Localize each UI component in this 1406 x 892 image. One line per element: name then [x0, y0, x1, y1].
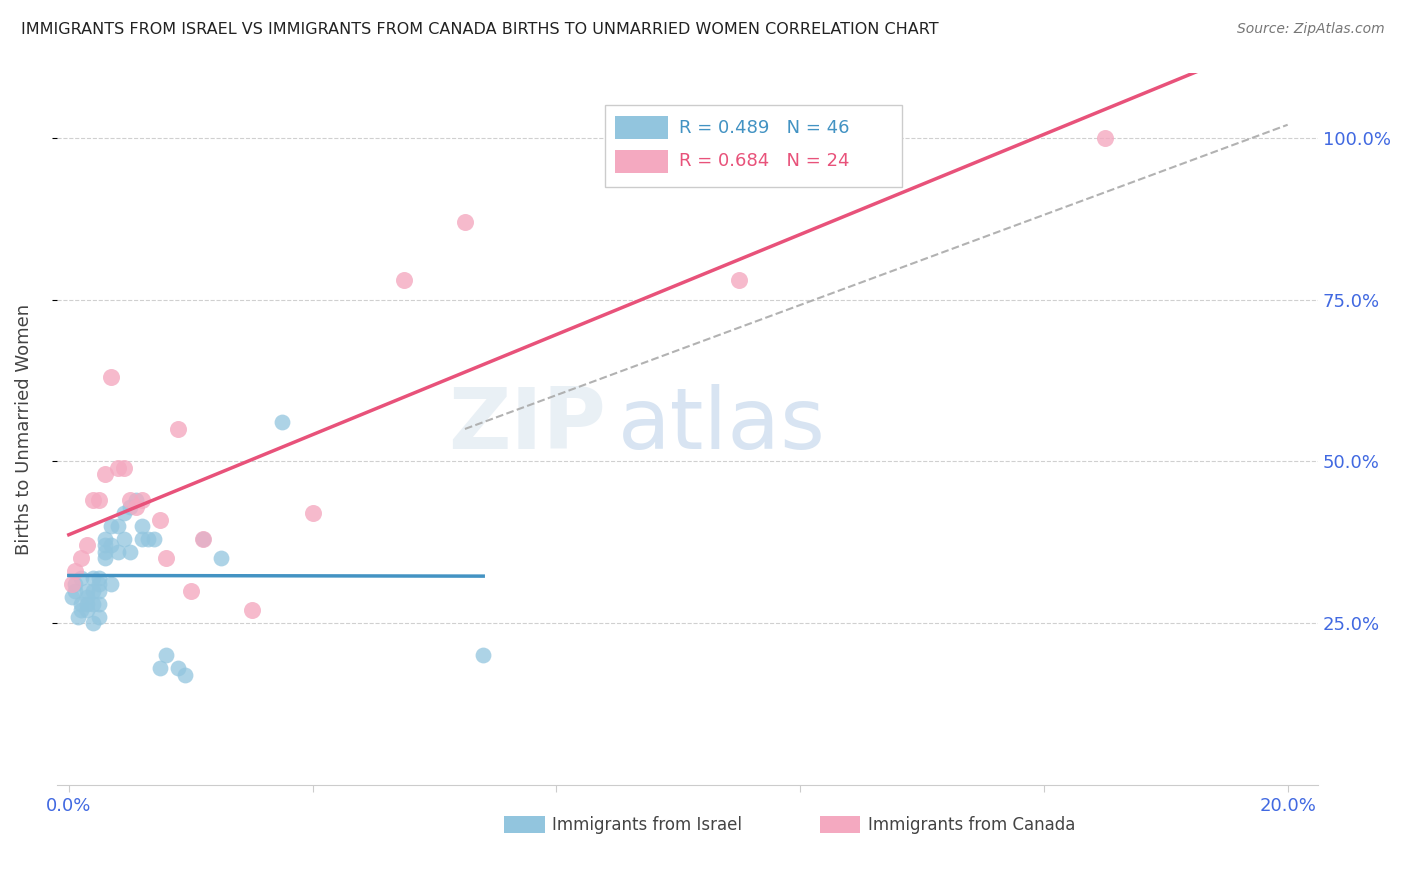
FancyBboxPatch shape [505, 816, 544, 833]
Text: R = 0.489   N = 46: R = 0.489 N = 46 [679, 119, 849, 136]
Point [209, 551, 232, 566]
Point [82, 597, 104, 611]
Point [100, 370, 122, 384]
Point [82, 493, 104, 508]
Point [240, 603, 263, 617]
Text: IMMIGRANTS FROM ISRAEL VS IMMIGRANTS FROM CANADA BIRTHS TO UNMARRIED WOMEN CORRE: IMMIGRANTS FROM ISRAEL VS IMMIGRANTS FRO… [21, 22, 939, 37]
Point [118, 545, 141, 559]
Point [89, 583, 111, 598]
Point [76, 591, 98, 605]
Point [149, 661, 172, 675]
Point [100, 577, 122, 591]
Text: Source: ZipAtlas.com: Source: ZipAtlas.com [1237, 22, 1385, 37]
Point [149, 512, 172, 526]
Point [191, 532, 214, 546]
Point [454, 215, 477, 229]
Point [125, 500, 148, 514]
Point [82, 616, 104, 631]
Point [167, 661, 190, 675]
Point [60, 591, 83, 605]
FancyBboxPatch shape [616, 117, 668, 139]
Point [136, 532, 159, 546]
Point [94, 551, 117, 566]
Point [191, 532, 214, 546]
Point [125, 493, 148, 508]
Point [173, 668, 195, 682]
Point [82, 571, 104, 585]
Text: ZIP: ZIP [447, 384, 606, 467]
FancyBboxPatch shape [820, 816, 860, 833]
Point [70, 551, 93, 566]
Point [70, 603, 93, 617]
FancyBboxPatch shape [616, 150, 668, 173]
Text: atlas: atlas [619, 384, 825, 467]
Point [89, 609, 111, 624]
Point [76, 597, 98, 611]
Point [118, 500, 141, 514]
Point [107, 545, 129, 559]
Text: Immigrants from Israel: Immigrants from Israel [553, 816, 742, 834]
Point [66, 609, 89, 624]
Text: R = 0.684   N = 24: R = 0.684 N = 24 [679, 153, 849, 170]
Point [76, 603, 98, 617]
Point [167, 422, 190, 436]
Point [63, 577, 86, 591]
Point [180, 583, 202, 598]
Point [271, 416, 294, 430]
Point [100, 539, 122, 553]
Point [301, 506, 323, 520]
Point [70, 571, 93, 585]
Point [100, 519, 122, 533]
Point [94, 467, 117, 482]
Point [472, 648, 495, 663]
Point [107, 519, 129, 533]
Point [89, 571, 111, 585]
Point [118, 493, 141, 508]
Point [63, 583, 86, 598]
Point [392, 273, 415, 287]
Y-axis label: Births to Unmarried Women: Births to Unmarried Women [15, 303, 32, 555]
Point [82, 583, 104, 598]
Point [131, 532, 153, 546]
Point [131, 519, 153, 533]
Point [76, 583, 98, 598]
Point [1094, 130, 1116, 145]
Point [63, 565, 86, 579]
Point [94, 532, 117, 546]
Point [155, 551, 177, 566]
Point [112, 532, 135, 546]
Point [131, 493, 153, 508]
Point [112, 460, 135, 475]
Point [728, 273, 751, 287]
Point [94, 539, 117, 553]
Point [94, 545, 117, 559]
Point [89, 577, 111, 591]
Point [107, 460, 129, 475]
Point [60, 577, 83, 591]
Point [89, 493, 111, 508]
Point [70, 597, 93, 611]
Point [112, 506, 135, 520]
Point [76, 539, 98, 553]
Text: Immigrants from Canada: Immigrants from Canada [868, 816, 1076, 834]
Point [89, 597, 111, 611]
Point [155, 648, 177, 663]
Point [143, 532, 166, 546]
FancyBboxPatch shape [606, 105, 901, 187]
